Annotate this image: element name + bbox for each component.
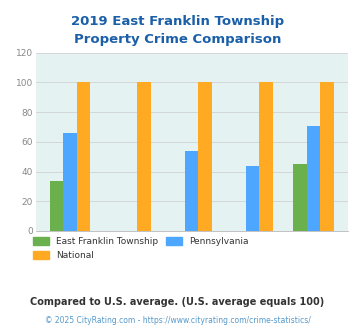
Text: Compared to U.S. average. (U.S. average equals 100): Compared to U.S. average. (U.S. average …: [31, 297, 324, 307]
Bar: [246, 166, 260, 231]
Bar: [260, 82, 273, 231]
Text: © 2025 CityRating.com - https://www.cityrating.com/crime-statistics/: © 2025 CityRating.com - https://www.city…: [45, 315, 310, 325]
Bar: [198, 82, 212, 231]
Bar: [294, 164, 307, 231]
Bar: [307, 125, 320, 231]
Bar: [137, 82, 151, 231]
Bar: [50, 181, 63, 231]
Bar: [63, 133, 77, 231]
Text: 2019 East Franklin Township
Property Crime Comparison: 2019 East Franklin Township Property Cri…: [71, 15, 284, 46]
Legend: East Franklin Township, National, Pennsylvania: East Franklin Township, National, Pennsy…: [33, 237, 249, 260]
Bar: [320, 82, 334, 231]
Bar: [185, 151, 198, 231]
Bar: [77, 82, 90, 231]
